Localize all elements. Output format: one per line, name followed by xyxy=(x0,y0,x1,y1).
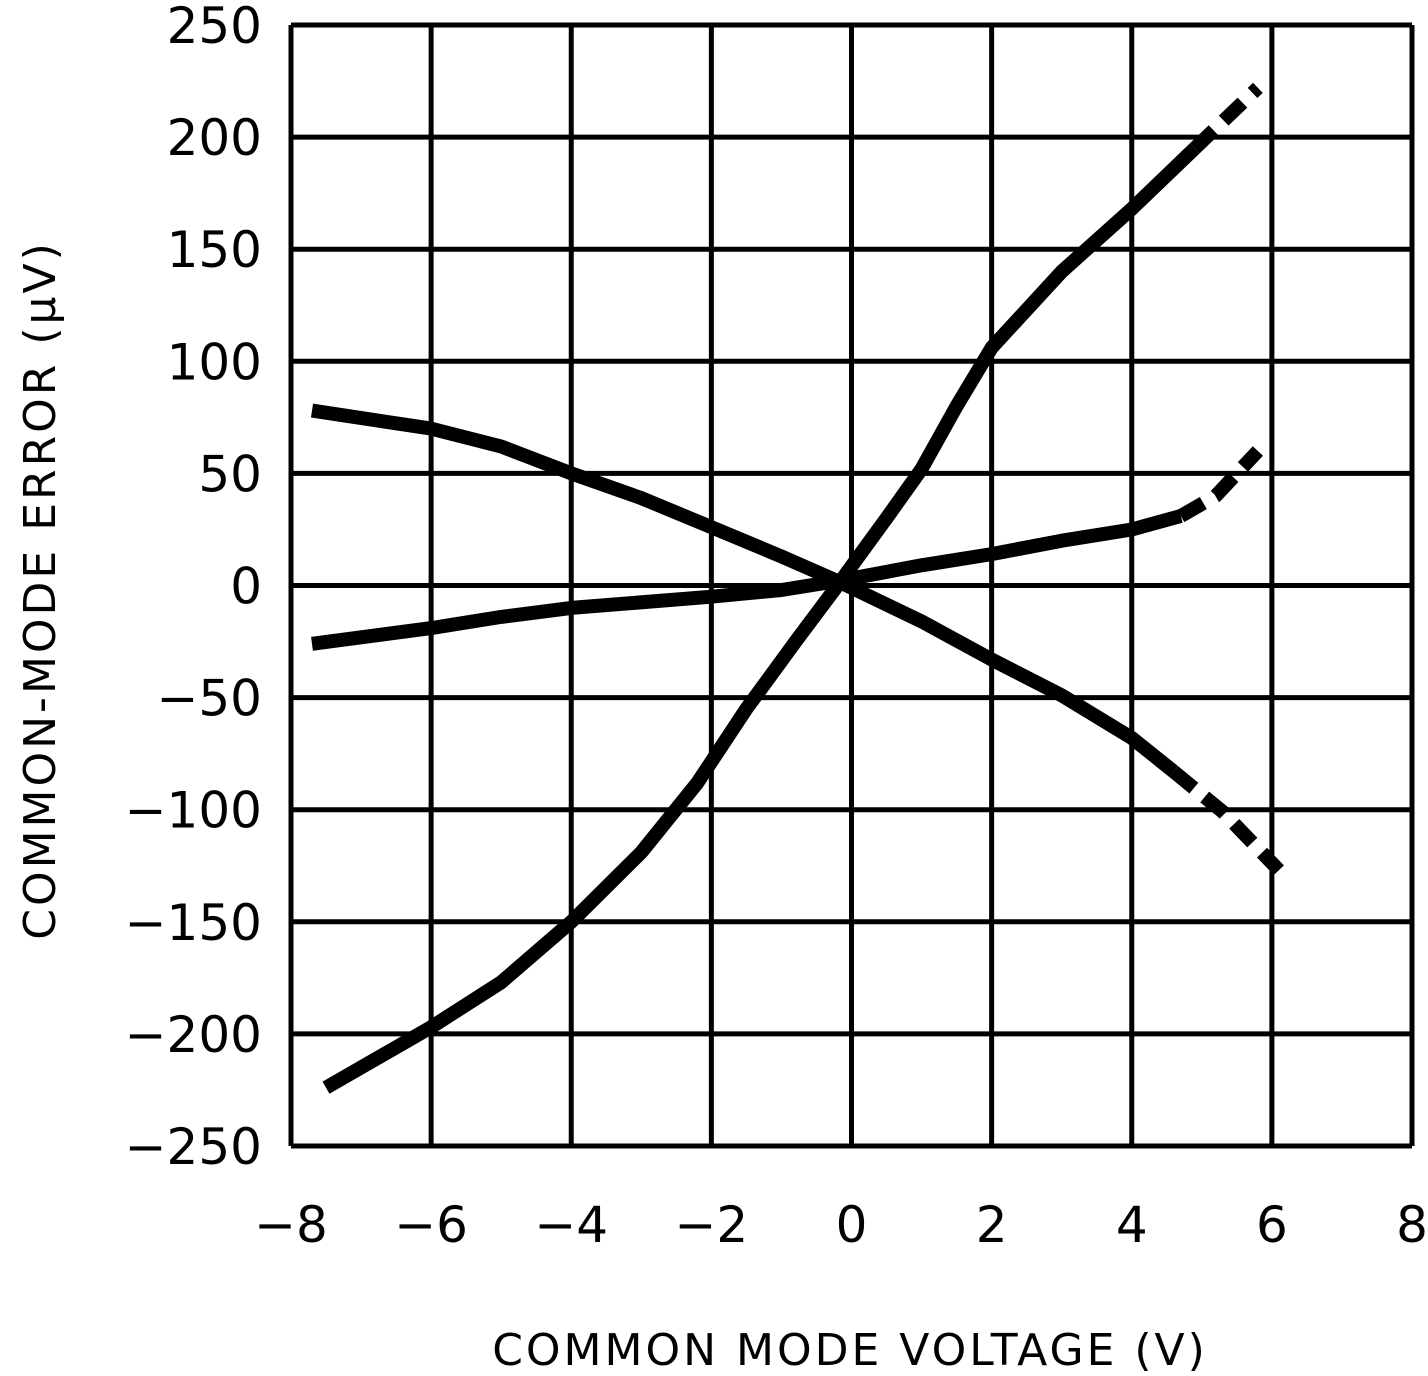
y-tick-label: −150 xyxy=(125,894,262,952)
curve-falling-solid xyxy=(310,403,1179,778)
curve-shallow-rising-solid xyxy=(311,509,1183,651)
x-tick-label: 4 xyxy=(1116,1196,1148,1254)
y-tick-label: 250 xyxy=(167,0,262,55)
grid xyxy=(288,22,1415,1149)
curve-shallow-rising-dashed xyxy=(1177,446,1264,523)
y-tick-label: −50 xyxy=(156,670,262,728)
x-axis-ticks: −8 −6 −4 −2 0 2 4 6 8 xyxy=(254,1196,1428,1254)
y-axis-label: COMMON-MODE ERROR (μV) xyxy=(15,240,66,940)
curve-falling-dashed xyxy=(1169,766,1284,876)
y-axis-ticks: 250 200 150 100 50 0 −50 −100 −150 −200 −250 xyxy=(125,0,262,1176)
x-tick-label: 2 xyxy=(976,1196,1008,1254)
series-lines xyxy=(310,82,1284,1094)
x-tick-label: −6 xyxy=(394,1196,468,1254)
curve-steep-rising-solid xyxy=(322,143,1200,1094)
y-tick-label: 50 xyxy=(198,445,262,503)
y-tick-label: −200 xyxy=(125,1006,262,1064)
curve-steep-rising-dashed xyxy=(1189,82,1263,154)
x-tick-label: −4 xyxy=(534,1196,608,1254)
x-axis-label: COMMON MODE VOLTAGE (V) xyxy=(492,1325,1208,1376)
y-tick-label: −100 xyxy=(125,782,262,840)
x-tick-label: 0 xyxy=(836,1196,868,1254)
y-tick-label: 100 xyxy=(167,333,262,391)
x-tick-label: −2 xyxy=(675,1196,749,1254)
y-tick-label: 0 xyxy=(230,558,262,616)
y-tick-label: −250 xyxy=(125,1118,262,1176)
x-tick-label: −8 xyxy=(254,1196,328,1254)
x-tick-label: 8 xyxy=(1396,1196,1428,1254)
x-tick-label: 6 xyxy=(1256,1196,1288,1254)
y-tick-label: 150 xyxy=(167,221,262,279)
y-tick-label: 200 xyxy=(167,109,262,167)
